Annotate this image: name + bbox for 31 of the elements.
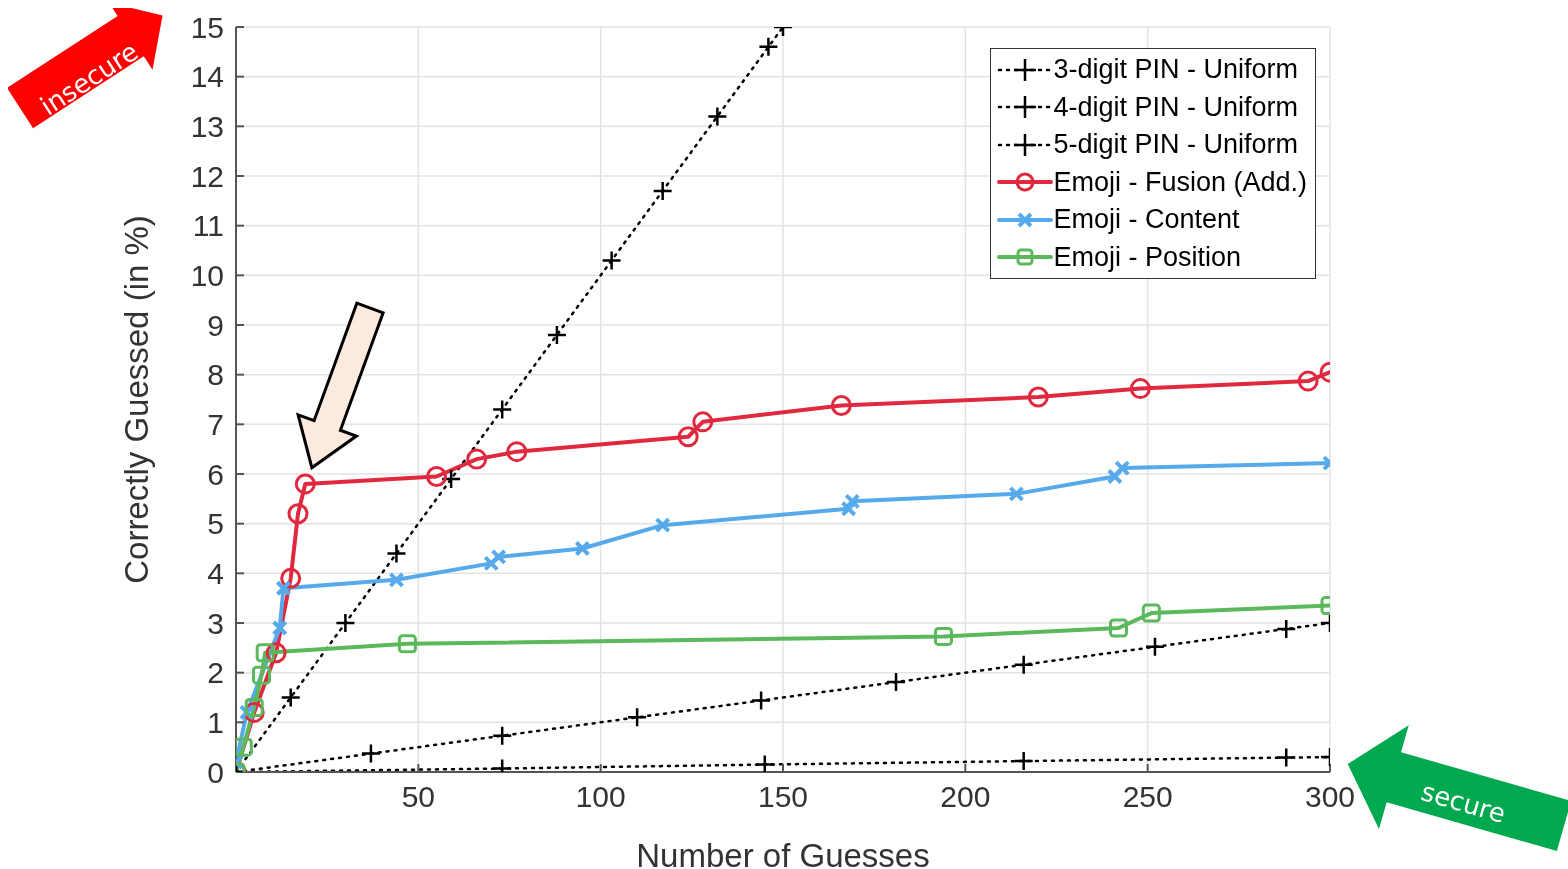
legend-label: 4-digit PIN - Uniform: [1053, 91, 1298, 123]
legend-label: 3-digit PIN - Uniform: [1053, 54, 1298, 86]
y-tick-label: 0: [207, 755, 224, 789]
y-tick-label: 8: [207, 358, 224, 392]
y-tick-label: 2: [207, 656, 224, 690]
y-tick-label: 11: [192, 209, 224, 243]
x-axis-title: Number of Guesses: [636, 837, 930, 869]
y-tick-label: 7: [207, 407, 224, 441]
y-tick-label: 9: [207, 308, 224, 342]
y-tick-label: 13: [190, 109, 224, 143]
legend-label: 5-digit PIN - Uniform: [1053, 129, 1298, 161]
y-tick-label: 1: [207, 705, 224, 739]
legend-label: Emoji - Content: [1053, 204, 1240, 236]
y-tick-label: 6: [207, 457, 224, 491]
legend-label: Emoji - Position: [1053, 241, 1241, 273]
text: secure: [1417, 776, 1510, 829]
x-tick-label: 100: [575, 780, 626, 814]
legend-label: Emoji - Fusion (Add.): [1053, 166, 1307, 198]
x-tick-label: 50: [401, 780, 436, 814]
y-tick-label: 4: [207, 556, 224, 590]
x-tick-label: 200: [940, 780, 991, 814]
x-tick-label: 150: [757, 780, 809, 814]
y-tick-label: 15: [190, 10, 224, 44]
y-axis-title: Correctly Guessed (in %): [117, 215, 155, 584]
x-tick-label: 300: [1304, 780, 1356, 814]
x-tick-label: 250: [1122, 780, 1173, 814]
y-tick-label: 12: [190, 159, 224, 193]
y-tick-label: 3: [207, 606, 224, 640]
y-tick-label: 14: [190, 60, 224, 94]
y-tick-label: 10: [190, 258, 224, 292]
y-tick-label: 5: [207, 507, 224, 541]
